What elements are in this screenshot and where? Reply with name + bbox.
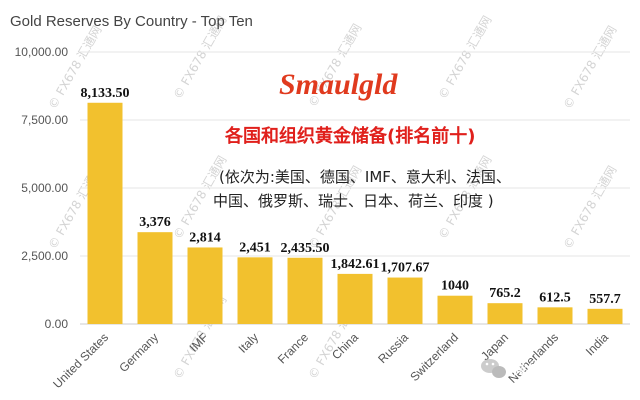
footer-wechat-id: 微信号: fx67801 (512, 360, 629, 378)
data-label: 3,376 (139, 215, 171, 230)
chart-title: Gold Reserves By Country - Top Ten (10, 13, 253, 30)
y-tick-label: 10,000.00 (15, 45, 69, 59)
data-label: 8,133.50 (81, 86, 130, 101)
data-label: 1,707.67 (381, 261, 430, 276)
chinese-note-line-2: 中国、俄罗斯、瑞士、日本、荷兰、印度 ) (213, 192, 494, 210)
bar (187, 247, 223, 324)
bar (537, 307, 573, 324)
category-label: United States (50, 330, 111, 391)
data-label: 612.5 (539, 290, 571, 305)
data-label: 2,451 (239, 240, 271, 255)
watermark-text: © FX678 汇通网 (560, 23, 619, 111)
brand-logo: Smaulgld (279, 68, 398, 101)
category-label: Italy (236, 330, 261, 355)
data-label: 2,814 (189, 230, 221, 245)
data-label: 2,435.50 (281, 241, 330, 256)
wechat-icon (481, 359, 506, 378)
chinese-note-line-1: (依次为:美国、德国、IMF、意大利、法国、 (219, 168, 511, 186)
bar (87, 102, 123, 324)
bars-group (87, 102, 623, 324)
category-label: France (275, 330, 312, 367)
category-label: Switzerland (407, 330, 461, 384)
bar (437, 295, 473, 324)
bar (387, 277, 423, 324)
y-tick-label: 7,500.00 (21, 113, 68, 127)
y-tick-label: 2,500.00 (21, 249, 68, 263)
bar (487, 303, 523, 324)
data-label: 765.2 (489, 286, 521, 301)
y-tick-label: 0.00 (45, 317, 69, 331)
chinese-heading: 各国和组织黄金储备(排名前十) (224, 125, 475, 147)
category-label: Japan (478, 330, 511, 363)
watermark-text: © FX678 汇通网 (435, 13, 494, 101)
bar (587, 308, 623, 324)
y-axis-ticks: 0.00 2,500.00 5,000.00 7,500.00 10,000.00 (15, 45, 69, 331)
footer-badge: 微信号: fx67801 (481, 359, 629, 378)
data-label: 1040 (441, 279, 469, 294)
category-label: India (583, 330, 612, 359)
bar (237, 257, 273, 324)
bar (337, 273, 373, 324)
data-label: 557.7 (589, 292, 621, 307)
category-label: Russia (375, 330, 411, 366)
y-tick-label: 5,000.00 (21, 181, 68, 195)
category-label: Germany (116, 330, 161, 375)
bar (137, 232, 173, 324)
watermark-text: © FX678 汇通网 (560, 163, 619, 251)
data-label: 1,842.61 (331, 257, 380, 272)
bar (287, 257, 323, 324)
